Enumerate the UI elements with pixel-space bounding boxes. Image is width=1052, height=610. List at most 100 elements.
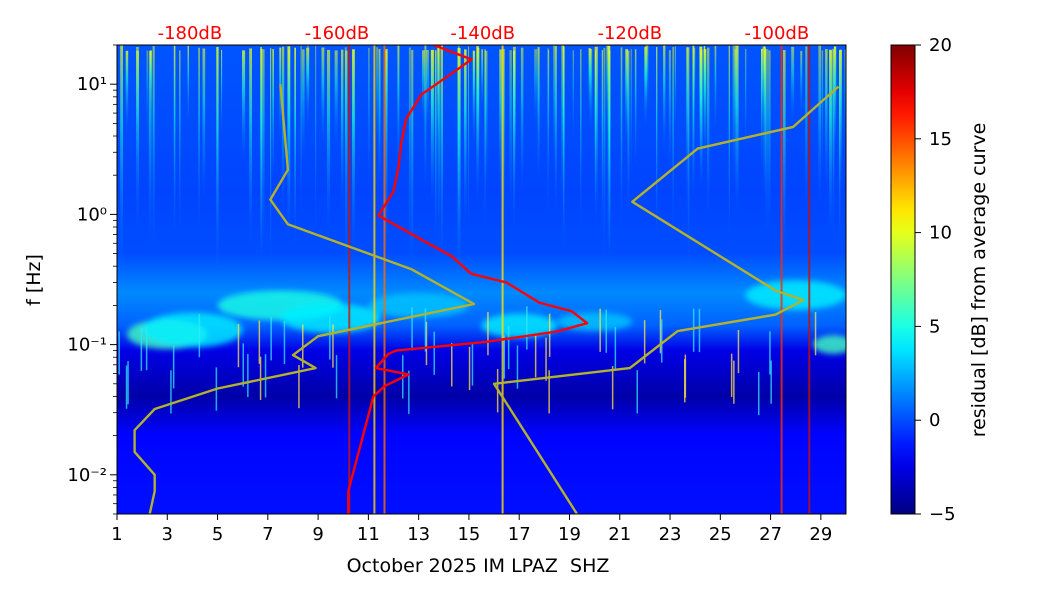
event-streak [424, 308, 427, 352]
event-streak [216, 47, 219, 273]
event-streak [627, 50, 630, 218]
series-2-line [133, 84, 476, 514]
event-streak [768, 50, 771, 236]
event-streak [606, 45, 610, 132]
x-axis: 1 3 5 7 9 11 13 15 17 19 21 23 25 27 29 [111, 514, 832, 545]
microseism-blob [745, 280, 846, 310]
event-streak [625, 49, 629, 144]
event-streak [808, 45, 811, 514]
event-streak [457, 47, 461, 277]
event-streak [430, 49, 434, 205]
event-streak [553, 45, 555, 167]
event-streak [732, 45, 736, 188]
x-tick-label: 29 [809, 524, 832, 545]
event-streak [614, 327, 617, 371]
x-tick-label: 13 [407, 524, 430, 545]
event-streak [327, 49, 331, 234]
event-streak [507, 325, 510, 370]
event-streak [140, 327, 143, 371]
event-streak [733, 360, 735, 404]
event-streak [260, 47, 262, 260]
event-streak [832, 48, 835, 188]
event-streak [769, 331, 771, 375]
event-streak [534, 334, 537, 378]
heatmap-background [117, 45, 846, 514]
event-streak [306, 47, 310, 114]
event-streak [329, 316, 331, 360]
event-streak [179, 50, 181, 238]
event-streak [471, 342, 474, 386]
event-streak [605, 309, 607, 353]
colorbar-tick-label: 15 [929, 129, 952, 150]
top-axis: -180dB -160dB -140dB -120dB -100dB [158, 23, 810, 44]
event-streak [368, 47, 370, 193]
event-streak [763, 49, 767, 203]
x-tick-label: 11 [357, 524, 380, 545]
event-streak [221, 50, 223, 139]
x-tick-label: 1 [111, 524, 122, 545]
x-tick-label: 23 [659, 524, 682, 545]
event-streak [829, 49, 832, 233]
event-streak [643, 320, 646, 364]
event-streak [437, 47, 439, 154]
event-streak [202, 48, 206, 203]
event-streak [259, 356, 262, 400]
event-streak [352, 49, 355, 250]
event-streak [499, 49, 502, 199]
event-streak [301, 49, 305, 162]
event-streak [434, 50, 437, 250]
event-streak [620, 47, 623, 227]
event-streak [425, 321, 428, 366]
event-streak [468, 346, 471, 391]
x-tick-label: 5 [212, 524, 223, 545]
event-streak [341, 49, 344, 212]
event-streak [127, 361, 129, 405]
event-streak [509, 50, 512, 215]
event-streak [247, 353, 249, 398]
event-streak [272, 49, 274, 185]
event-streak [684, 359, 686, 403]
event-streak [149, 50, 152, 125]
event-streak [589, 49, 593, 132]
event-streak [601, 50, 603, 237]
event-streak [534, 49, 538, 124]
event-streak [765, 49, 769, 239]
series-1-line [347, 45, 589, 514]
event-streak [383, 45, 386, 514]
plot-frame [116, 44, 847, 515]
colorbar-label: residual [dB] from average curve [968, 123, 990, 438]
event-streak [281, 46, 285, 214]
event-streak [780, 45, 783, 514]
top-axis-label: -160dB [305, 23, 370, 44]
y-tick-label: 10⁰ [77, 204, 107, 225]
event-streak [839, 50, 841, 250]
y-axis: 10⁻² 10⁻¹ 10⁰ 10¹ [67, 44, 117, 515]
event-streak [484, 49, 486, 232]
event-streak [120, 45, 123, 273]
event-streak [703, 46, 706, 117]
series-layer [133, 45, 840, 514]
event-streak [262, 49, 265, 249]
event-streak [422, 50, 425, 123]
event-streak [437, 46, 441, 242]
top-axis-label: -140dB [450, 23, 515, 44]
event-streak [634, 49, 637, 170]
colorbar-gradient [890, 44, 916, 515]
event-streak [424, 45, 427, 195]
x-tick-label: 7 [262, 524, 273, 545]
event-streak [348, 45, 351, 514]
event-streak [644, 47, 647, 128]
event-streak [599, 308, 601, 352]
event-streak [659, 310, 662, 354]
event-streak [288, 49, 290, 180]
event-streak [385, 49, 388, 157]
colorbar-tick-label: 0 [929, 410, 940, 431]
event-streak [537, 47, 540, 181]
event-streak [547, 48, 549, 221]
series-3-line [492, 85, 840, 514]
event-streak [672, 46, 674, 233]
event-streak [545, 337, 547, 381]
event-streak [146, 50, 148, 138]
